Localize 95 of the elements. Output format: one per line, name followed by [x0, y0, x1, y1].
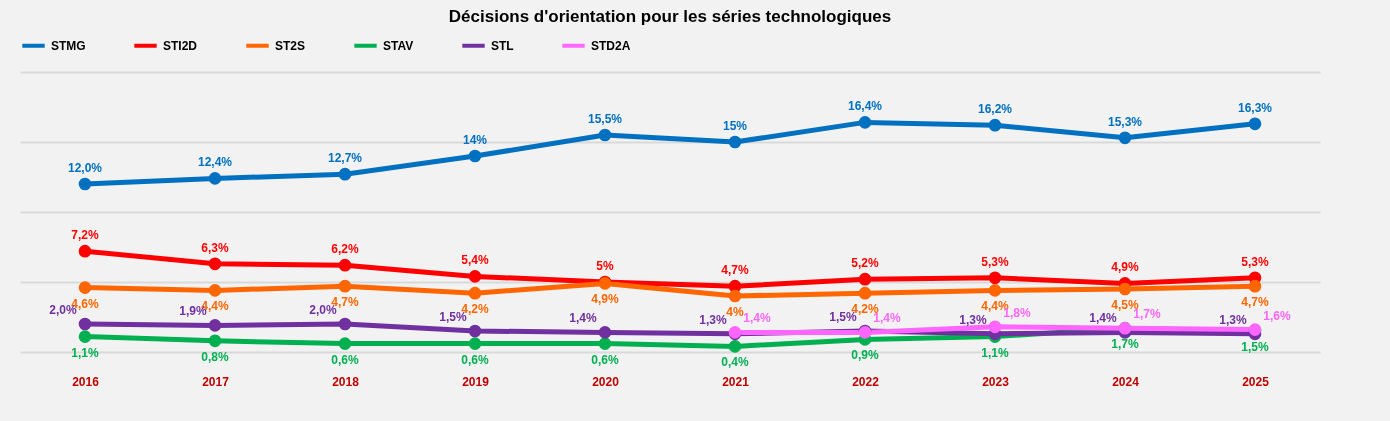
point — [858, 272, 872, 286]
point — [728, 289, 742, 303]
point — [78, 281, 92, 294]
x-tick-label: 2023 — [982, 374, 1010, 389]
legend-label: STD2A — [591, 38, 631, 53]
data-label: 0,6% — [461, 352, 489, 367]
data-label: 1,4% — [569, 311, 597, 326]
data-label: 5,4% — [461, 253, 489, 268]
data-label: 6,3% — [201, 240, 229, 255]
point — [338, 258, 352, 272]
data-label: 1,3% — [959, 312, 987, 327]
data-label: 1,1% — [981, 345, 1009, 360]
data-label: 1,6% — [1263, 308, 1291, 323]
x-tick-label: 2016 — [72, 374, 100, 389]
point — [858, 116, 872, 129]
legend-label: STL — [491, 38, 514, 53]
data-label: 0,4% — [721, 355, 749, 370]
point — [988, 271, 1002, 285]
point — [338, 167, 352, 181]
data-label: 4,9% — [591, 292, 619, 307]
x-tick-label: 2021 — [722, 374, 750, 389]
data-label: 14% — [462, 133, 488, 147]
x-tick-label: 2019 — [462, 374, 490, 389]
point — [1248, 117, 1262, 131]
data-label: 16,3% — [1237, 100, 1273, 115]
point — [208, 319, 222, 332]
data-label: 1,1% — [71, 345, 99, 360]
legend-label: ST2S — [275, 38, 306, 53]
point — [598, 326, 612, 339]
data-label: 1,5% — [1241, 340, 1269, 354]
point — [468, 270, 482, 283]
point — [598, 337, 612, 350]
point — [988, 118, 1002, 132]
point — [78, 330, 92, 343]
data-label: 0,6% — [591, 352, 619, 367]
data-label: 5,3% — [981, 254, 1009, 269]
point — [338, 279, 352, 293]
point — [468, 337, 482, 350]
data-label: 0,6% — [331, 352, 359, 367]
data-label: 4,7% — [1241, 295, 1269, 310]
point — [338, 317, 352, 331]
x-tick-label: 2022 — [852, 374, 880, 389]
point — [208, 257, 222, 271]
data-label: 1,3% — [699, 312, 727, 327]
point — [78, 244, 92, 258]
legend-label: STMG — [51, 38, 86, 53]
point — [78, 317, 92, 331]
data-label: 1,7% — [1111, 337, 1139, 352]
data-label: 4,5% — [1111, 298, 1139, 312]
data-label: 15,3% — [1107, 114, 1143, 129]
data-label: 5,3% — [1241, 254, 1269, 269]
data-label: 15% — [722, 119, 748, 133]
data-label: 12,0% — [67, 161, 103, 175]
x-tick-label: 2020 — [592, 374, 620, 389]
data-label: 1,4% — [1089, 311, 1117, 326]
data-label: 4% — [726, 305, 744, 319]
point — [728, 135, 742, 149]
x-tick-label: 2018 — [332, 374, 360, 389]
data-label: 0,9% — [851, 348, 879, 363]
x-tick-label: 2017 — [202, 374, 230, 389]
point — [858, 286, 872, 300]
point — [728, 340, 742, 353]
point — [208, 284, 222, 297]
point — [468, 324, 482, 338]
point — [468, 149, 482, 163]
point — [208, 172, 222, 185]
data-label: 0,8% — [201, 349, 229, 364]
data-label: 12,4% — [197, 155, 233, 170]
legend-label: STI2D — [163, 38, 198, 53]
data-label: 5,2% — [851, 256, 879, 271]
data-label: 4,9% — [1111, 260, 1139, 275]
legend-label: STAV — [383, 38, 414, 53]
point — [598, 128, 612, 142]
point — [1118, 131, 1132, 145]
point — [468, 286, 482, 300]
data-label: 7,2% — [71, 228, 99, 243]
point — [78, 177, 92, 191]
chart-title: Décisions d'orientation pour les séries technologiques — [448, 7, 892, 26]
data-label: 1,4% — [743, 311, 771, 326]
data-label: 15,5% — [587, 112, 623, 126]
data-label: 12,7% — [327, 151, 363, 166]
x-tick-label: 2025 — [1242, 374, 1270, 389]
x-tick-label: 2024 — [1112, 374, 1140, 389]
data-label: 16,2% — [977, 102, 1013, 117]
point — [208, 334, 222, 348]
data-label: 6,2% — [331, 242, 359, 257]
point — [988, 284, 1002, 297]
point — [1118, 282, 1132, 296]
data-label: 4,7% — [721, 263, 749, 278]
data-label: 1,3% — [1219, 312, 1247, 327]
data-label: 5% — [596, 259, 614, 273]
data-label: 16,4% — [847, 99, 883, 114]
point — [338, 337, 352, 350]
point — [988, 320, 1002, 334]
point — [1248, 279, 1262, 293]
